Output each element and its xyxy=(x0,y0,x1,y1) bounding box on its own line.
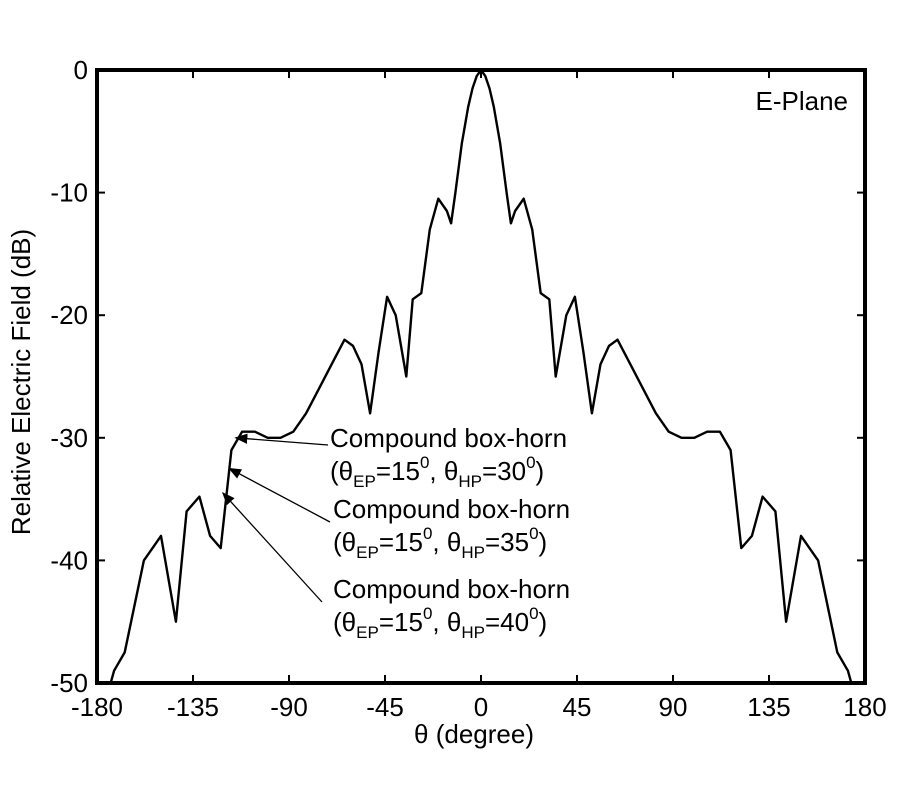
plot-frame xyxy=(95,68,867,685)
annotation-label: Compound box-horn xyxy=(333,574,570,604)
y-tick-label: -50 xyxy=(50,668,88,698)
annotation-parameters: (θEP=150, θHP=350) xyxy=(333,524,547,562)
y-tick-label: -20 xyxy=(50,300,88,330)
x-tick-label: 90 xyxy=(659,692,688,722)
y-axis-title: Relative Electric Field (dB) xyxy=(6,229,36,535)
annotation-label: Compound box-horn xyxy=(330,423,567,453)
y-tick-label: -40 xyxy=(50,545,88,575)
x-tick-label: 135 xyxy=(747,692,790,722)
series-layer xyxy=(109,70,853,683)
y-tick-label: 0 xyxy=(74,55,88,85)
annotation-parameters: (θEP=150, θHP=400) xyxy=(333,604,547,642)
x-tick-label: 0 xyxy=(474,692,488,722)
axes-layer: -180 -135 -90 -45 0 45 90 135 180 0 -10 -20 -30 -40 -5… xyxy=(50,55,886,722)
x-tick-label: -180 xyxy=(71,692,123,722)
annotation-parameters: (θEP=150, θHP=300) xyxy=(330,453,544,491)
annotation-layer: Compound box-horn(θEP=150, θHP=300)Compo… xyxy=(221,423,570,642)
annotation-label: Compound box-horn xyxy=(333,494,570,524)
x-tick-label: 45 xyxy=(563,692,592,722)
x-tick-label: 180 xyxy=(843,692,886,722)
y-tick-label: -10 xyxy=(50,178,88,208)
x-tick-label: -135 xyxy=(167,692,219,722)
x-tick-label: -45 xyxy=(366,692,404,722)
annotation-arrow xyxy=(234,433,329,446)
x-tick-label: -90 xyxy=(270,692,308,722)
y-tick-label: -30 xyxy=(50,423,88,453)
plot-label: E-Plane xyxy=(756,86,849,116)
x-axis-title: θ (degree) xyxy=(414,719,534,749)
annotation-arrow xyxy=(228,467,331,523)
series-line xyxy=(109,70,853,683)
annotation-arrow xyxy=(221,492,323,603)
